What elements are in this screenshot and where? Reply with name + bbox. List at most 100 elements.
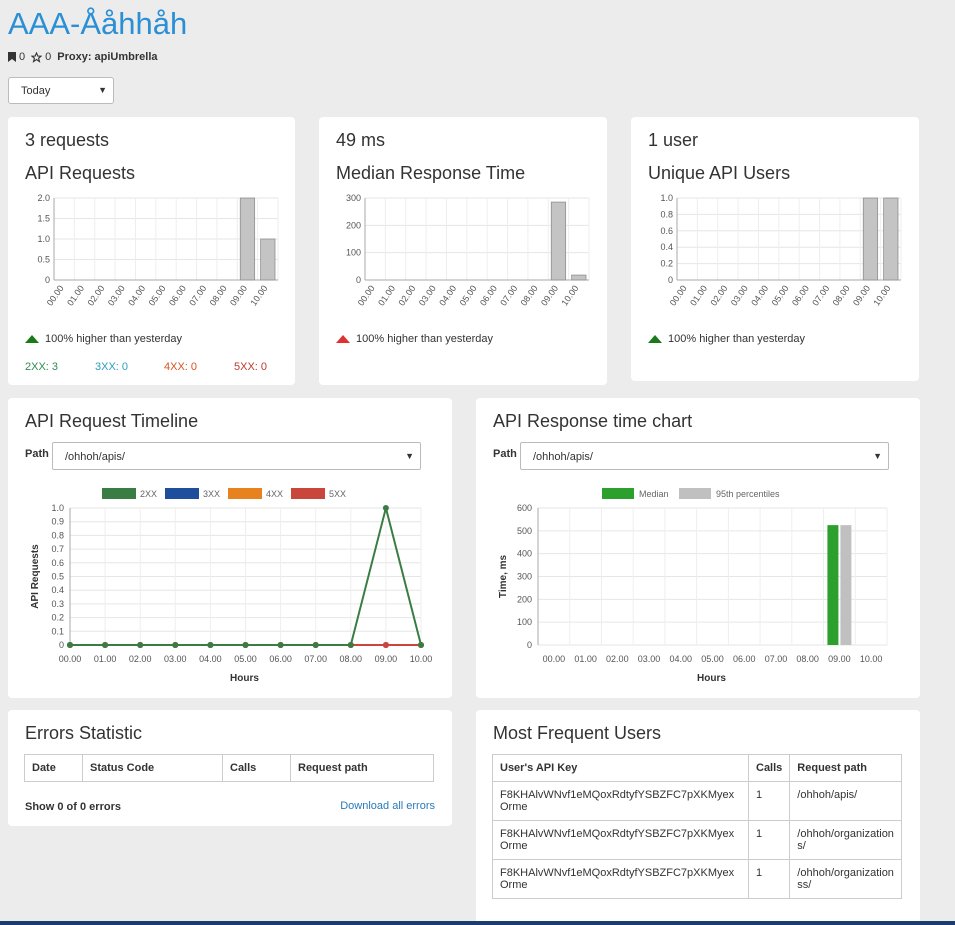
x-tick-label: 03.00 [729, 283, 750, 307]
y-tick-label: 300 [517, 572, 532, 582]
y-tick-label: 0.5 [51, 572, 64, 582]
y-tick-label: 0.4 [51, 585, 64, 595]
card-title: Unique API Users [648, 163, 791, 183]
table-row[interactable]: F8KHAlvWNvf1eMQoxRdtyfYSBZFC7pXKMyex Orme… [492, 820, 902, 860]
x-tick-label: 05.00 [147, 283, 168, 307]
api-meta: 0 0 Proxy: apiUmbrella [8, 51, 158, 63]
bar [260, 238, 276, 281]
download-errors-link[interactable]: Download all errors [340, 800, 435, 812]
timeline-path-select[interactable]: /ohhoh/apis/ ▼ [52, 442, 421, 470]
x-tick-label: 01.00 [688, 283, 709, 307]
x-tick-label: 05.00 [458, 283, 479, 307]
x-tick-label: 09.00 [828, 654, 851, 664]
period-select[interactable]: Today ▼ [8, 77, 114, 104]
data-point [102, 642, 109, 648]
x-tick-label: 10.00 [860, 654, 883, 664]
x-tick-label: 09.00 [228, 283, 249, 307]
table-row[interactable]: F8KHAlvWNvf1eMQoxRdtyfYSBZFC7pXKMyex Orme… [492, 781, 902, 821]
x-tick-label: 08.00 [340, 654, 363, 664]
legend-label: Median [639, 489, 669, 499]
calls-cell: 1 [747, 781, 791, 821]
x-tick-label: 05.00 [770, 283, 791, 307]
table-row[interactable]: F8KHAlvWNvf1eMQoxRdtyfYSBZFC7pXKMyex Orme… [492, 859, 902, 899]
y-tick-label: 1.5 [37, 214, 50, 224]
legend-label: 4XX [266, 489, 283, 499]
bar [239, 197, 256, 281]
x-tick-label: 09.00 [851, 283, 872, 307]
x-tick-label: 03.00 [417, 283, 438, 307]
x-tick-label: 06.00 [733, 654, 756, 664]
api-key-cell: F8KHAlvWNvf1eMQoxRdtyfYSBZFC7pXKMyex Orme [492, 820, 749, 860]
star-icon[interactable] [31, 51, 43, 63]
column-header[interactable]: Request path [290, 754, 434, 782]
bookmark-icon[interactable] [8, 52, 16, 62]
calls-cell: 1 [747, 859, 791, 899]
x-tick-label: 06.00 [790, 283, 811, 307]
x-tick-label: 04.00 [437, 283, 458, 307]
bookmark-count: 0 [19, 51, 26, 63]
x-tick-label: 01.00 [574, 654, 597, 664]
y-tick-label: 400 [517, 549, 532, 559]
x-tick-label: 07.00 [765, 654, 788, 664]
trend-text: 100% higher than yesterday [45, 333, 182, 345]
y-tick-label: 100 [517, 617, 532, 627]
calls-cell: 1 [747, 820, 791, 860]
y-tick-label: 0 [668, 275, 673, 285]
x-axis-title: Hours [697, 673, 726, 684]
y-axis-title: Time, ms [498, 554, 509, 598]
data-point [382, 505, 389, 511]
column-header[interactable]: Status Code [82, 754, 223, 782]
x-tick-label: 01.00 [94, 654, 117, 664]
x-tick-label: 02.00 [708, 283, 729, 307]
response-path-select[interactable]: /ohhoh/apis/ ▼ [520, 442, 889, 470]
data-point [347, 642, 354, 648]
chevron-down-icon: ▼ [98, 85, 107, 95]
card-title: Most Frequent Users [493, 723, 662, 743]
legend-swatch [165, 488, 199, 499]
y-tick-label: 0.2 [660, 259, 673, 269]
errors-table: Date Status Code Calls Request path [24, 754, 434, 782]
y-tick-label: 0 [59, 640, 64, 650]
column-header[interactable]: Calls [747, 754, 791, 782]
y-tick-label: 1.0 [37, 234, 50, 244]
column-header[interactable]: Date [24, 754, 83, 782]
users-count: 1 user [648, 130, 699, 150]
x-tick-label: 05.00 [701, 654, 724, 664]
response-time-chart: Median 95th percentiles 0 100 200 300 400 500 60… [498, 488, 888, 684]
response-time-card: API Response time chart Path /ohhoh/apis… [476, 398, 920, 698]
card-title: API Response time chart [493, 411, 693, 431]
trend-indicator: 100% higher than yesterday [648, 333, 805, 345]
request-path: /ohhoh/organization [797, 828, 894, 840]
x-tick-label: 10.00 [559, 283, 580, 307]
y-tick-label: 0.6 [51, 558, 64, 568]
x-tick-label: 09.00 [539, 283, 560, 307]
y-tick-label: 200 [346, 220, 361, 230]
data-point [312, 642, 319, 648]
y-tick-label: 0.1 [51, 626, 64, 636]
proxy-label: Proxy: apiUmbrella [57, 51, 158, 63]
y-tick-label: 0 [356, 275, 361, 285]
request-path: /ohhoh/apis/ [797, 789, 858, 801]
column-header[interactable]: Calls [222, 754, 291, 782]
bar [550, 201, 567, 281]
path-cell: /ohhoh/apis/ [789, 781, 902, 821]
table-header-row: Date Status Code Calls Request path [24, 754, 434, 782]
x-tick-label: 07.00 [304, 654, 327, 664]
median-response-card: 49 ms Median Response Time 0 100 200 300 00.… [319, 117, 607, 385]
y-tick-label: 300 [346, 193, 361, 203]
x-tick-label: 08.00 [796, 654, 819, 664]
path-label: Path [493, 448, 517, 460]
api-key: F8KHAlvWNvf1eMQoxRdtyfYSBZFC7pXKMyex [500, 867, 735, 879]
legend-label: 2XX [140, 489, 157, 499]
column-header[interactable]: User's API Key [492, 754, 749, 782]
page-title: AAA-Åå​hhåh [8, 6, 188, 41]
x-tick-label: 02.00 [129, 654, 152, 664]
column-header[interactable]: Request path [789, 754, 902, 782]
status-2xx: 2XX: 3 [25, 361, 59, 373]
legend-swatch [679, 488, 711, 499]
x-tick-label: 09.00 [375, 654, 398, 664]
x-tick-label: 03.00 [638, 654, 661, 664]
y-axis-title: API Requests [30, 544, 41, 609]
legend-label: 3XX [203, 489, 220, 499]
chevron-down-icon: ▼ [873, 451, 882, 461]
